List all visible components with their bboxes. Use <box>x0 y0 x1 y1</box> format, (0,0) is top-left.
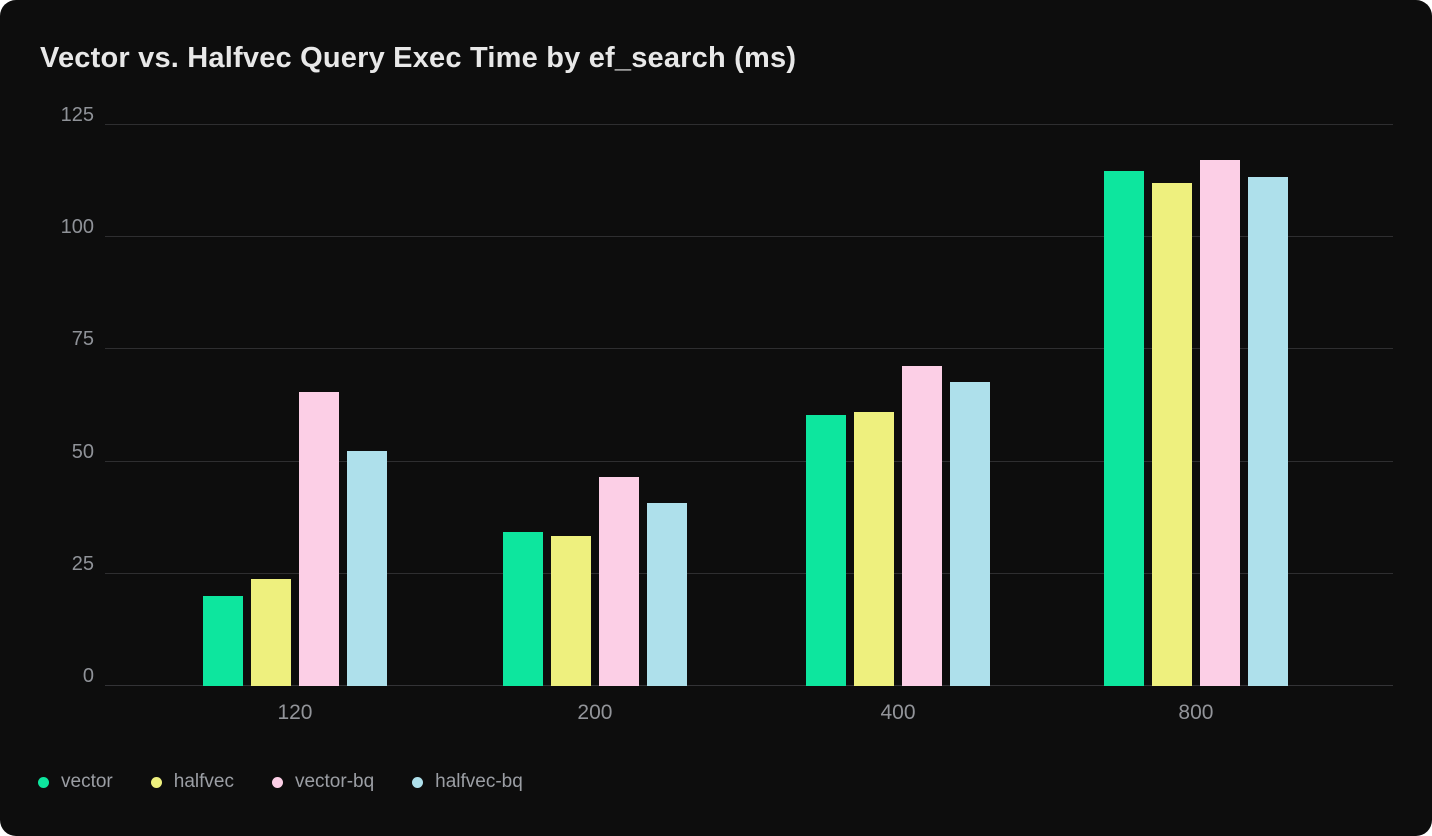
bar-group-120 <box>202 125 387 686</box>
legend-item-vector[interactable]: vector <box>38 771 113 793</box>
y-tick-label-25: 25 <box>71 552 94 575</box>
legend-item-vector-bq[interactable]: vector-bq <box>271 771 375 793</box>
bar-group-400 <box>806 125 991 686</box>
bar-vector-200[interactable] <box>502 531 543 686</box>
x-tick-label-120: 120 <box>277 701 313 724</box>
bar-vector-800[interactable] <box>1103 171 1144 686</box>
legend-dot-vector-bq <box>271 776 283 788</box>
bar-halfvec-200[interactable] <box>550 535 591 686</box>
bar-vector-bq-400[interactable] <box>902 365 943 686</box>
legend-label-halfvec: halfvec <box>173 771 234 792</box>
bar-vector-400[interactable] <box>806 415 847 686</box>
chart-title: Vector vs. Halfvec Query Exec Time by ef… <box>40 42 797 74</box>
gridline-125 <box>105 124 1393 125</box>
legend-label-halfvec-bq: halfvec-bq <box>435 771 523 792</box>
bar-group-800 <box>1103 125 1288 686</box>
gridline-0 <box>105 685 1393 686</box>
y-tick-label-0: 0 <box>82 665 94 687</box>
legend: vector halfvec vector-bq halfvec-bq <box>38 771 523 793</box>
plot-area: 120 200 400 800 <box>105 124 1393 724</box>
bar-group-200 <box>502 125 687 686</box>
bar-halfvec-bq-800[interactable] <box>1247 176 1288 686</box>
legend-label-vector-bq: vector-bq <box>294 771 375 792</box>
x-tick-label-200: 200 <box>577 701 613 724</box>
bar-vector-120[interactable] <box>202 595 243 686</box>
bar-vector-bq-800[interactable] <box>1199 160 1240 686</box>
legend-item-halfvec[interactable]: halfvec <box>150 771 234 793</box>
y-tick-label-50: 50 <box>71 440 94 463</box>
gridline-50 <box>105 460 1393 462</box>
bar-halfvec-bq-400[interactable] <box>950 381 991 686</box>
y-tick-label-75: 75 <box>71 328 94 351</box>
x-tick-label-400: 400 <box>880 701 916 724</box>
bar-halfvec-400[interactable] <box>854 411 895 686</box>
bar-halfvec-120[interactable] <box>250 579 291 686</box>
bar-vector-bq-200[interactable] <box>598 476 639 686</box>
x-tick-label-800: 800 <box>1178 701 1214 724</box>
bar-halfvec-bq-200[interactable] <box>646 503 687 686</box>
y-axis: 0 25 50 75 100 125 <box>28 105 94 687</box>
legend-label-vector: vector <box>61 771 113 792</box>
bar-halfvec-bq-120[interactable] <box>346 451 387 686</box>
gridline-75 <box>105 348 1393 350</box>
y-tick-label-100: 100 <box>60 216 94 239</box>
y-tick-label-125: 125 <box>60 104 94 126</box>
bar-vector-bq-120[interactable] <box>298 392 339 686</box>
legend-dot-halfvec-bq <box>412 776 424 788</box>
gridline-100 <box>105 236 1393 238</box>
legend-dot-halfvec <box>150 776 162 788</box>
legend-dot-vector <box>38 776 49 788</box>
bar-halfvec-800[interactable] <box>1151 183 1192 686</box>
gridline-25 <box>105 572 1393 574</box>
legend-item-halfvec-bq[interactable]: halfvec-bq <box>412 771 523 793</box>
